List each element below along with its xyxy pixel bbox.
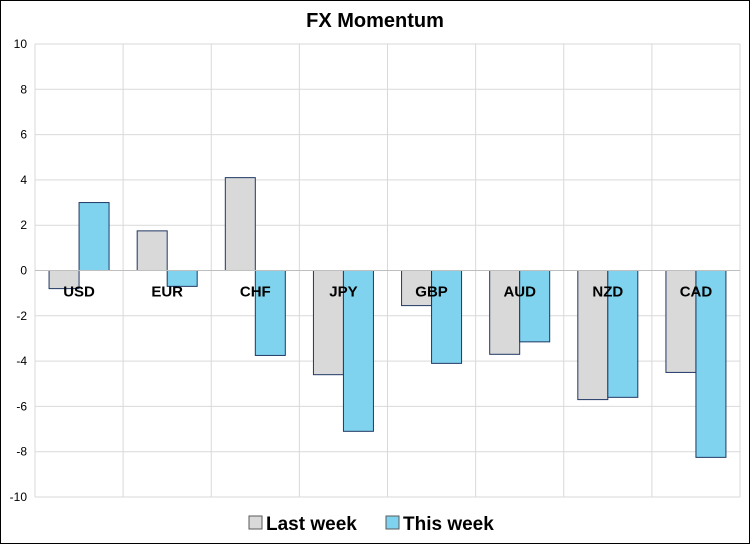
- category-label: GBP: [415, 284, 448, 301]
- category-label: AUD: [503, 284, 536, 301]
- category-label: EUR: [151, 284, 183, 301]
- bar-nzd-this-week: [607, 270, 639, 398]
- bar-jpy-last-week: [312, 270, 344, 376]
- legend-label-this-week: This week: [403, 514, 494, 535]
- bar-cad-last-week: [665, 270, 697, 373]
- category-labels: USD EUR CHF JPY GBP AUD NZD CAD: [63, 284, 712, 301]
- legend: Last week This week: [248, 514, 494, 535]
- y-tick-label: 8: [20, 82, 27, 96]
- bar-jpy-this-week: [342, 270, 374, 432]
- y-tick-label: 4: [20, 173, 27, 187]
- bar-eur-last-week: [136, 230, 168, 272]
- legend-swatch-last-week: [248, 515, 263, 530]
- chart-title: FX Momentum: [306, 10, 444, 32]
- y-tick-label: 2: [20, 218, 27, 232]
- bars: [35, 177, 740, 458]
- bar-chf-last-week: [224, 177, 256, 271]
- bar-usd-this-week: [78, 202, 110, 271]
- category-label: NZD: [592, 284, 623, 301]
- y-axis: 10 8 6 4 2 0 -2 -4 -6 -8 -10: [10, 37, 28, 504]
- legend-label-last-week: Last week: [266, 514, 357, 535]
- bar-gbp-this-week: [431, 270, 463, 364]
- category-label: CAD: [680, 284, 713, 301]
- y-tick-label: 6: [20, 128, 27, 142]
- category-label: USD: [63, 284, 95, 301]
- category-label: CHF: [240, 284, 271, 301]
- bar-aud-this-week: [519, 270, 551, 343]
- bar-cad-this-week: [695, 270, 727, 458]
- category-label: JPY: [329, 284, 357, 301]
- y-tick-label: -6: [16, 399, 27, 413]
- legend-swatch-this-week: [385, 515, 400, 530]
- bar-nzd-last-week: [577, 270, 609, 401]
- y-tick-label: 0: [20, 264, 27, 278]
- y-tick-label: -10: [10, 490, 28, 504]
- bar-aud-last-week: [489, 270, 521, 355]
- y-tick-label: -8: [16, 445, 27, 459]
- y-tick-label: -2: [16, 309, 27, 323]
- bar-chf-this-week: [254, 270, 286, 356]
- y-tick-label: 10: [14, 37, 28, 51]
- y-tick-label: -4: [16, 354, 27, 368]
